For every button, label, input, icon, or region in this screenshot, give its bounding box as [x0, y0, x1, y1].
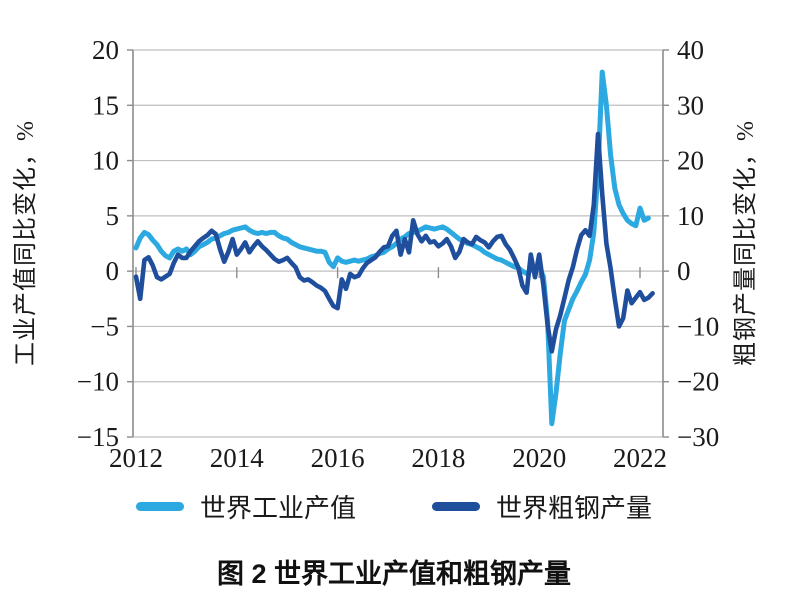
figure-caption: 图 2 世界工业产值和粗钢产量 — [216, 559, 572, 589]
left-tick-label: −5 — [90, 311, 119, 341]
right-axis-title: 粗钢产量同比变化，% — [732, 120, 759, 366]
left-tick-label: −15 — [77, 422, 119, 452]
left-tick-label: 5 — [106, 201, 120, 231]
left-axis-title: 工业产值同比变化，% — [12, 120, 39, 366]
series-lines — [133, 69, 655, 427]
right-tick-label: −30 — [677, 422, 719, 452]
legend-item-steel: 世界粗钢产量 — [432, 488, 652, 525]
x-tick-label: 2018 — [411, 443, 465, 473]
right-tick-label: −20 — [677, 367, 719, 397]
left-tick-label: 10 — [92, 146, 119, 176]
x-tick-label: 2020 — [512, 443, 566, 473]
legend: 世界工业产值 世界粗钢产量 — [0, 488, 788, 525]
right-tick-label: 40 — [677, 35, 704, 65]
x-tick-label: 2022 — [613, 443, 667, 473]
left-tick-label: 15 — [92, 90, 119, 120]
right-tick-label: 10 — [677, 201, 704, 231]
x-tick-label: 2012 — [109, 443, 163, 473]
x-tick-label: 2016 — [311, 443, 365, 473]
legend-label-steel: 世界粗钢产量 — [496, 494, 653, 523]
gridlines — [133, 49, 663, 438]
left-tick-label: 20 — [92, 35, 119, 65]
x-tick-label: 2014 — [210, 443, 265, 473]
right-tick-label: −10 — [677, 311, 719, 341]
chart: 20 15 10 5 0 −5 −10 −15 40 30 20 10 0 −10 −20 −30 2012 20… — [12, 35, 759, 473]
legend-item-industrial: 世界工业产值 — [135, 488, 356, 525]
tick-labels: 20 15 10 5 0 −5 −10 −15 40 30 20 10 0 −10 −20 −30 2012 20… — [77, 35, 719, 473]
right-tick-label: 20 — [677, 146, 704, 176]
legend-label-industrial: 世界工业产值 — [199, 494, 356, 523]
right-tick-label: 30 — [677, 90, 704, 120]
series-steel-line — [133, 131, 655, 354]
right-tick-label: 0 — [677, 256, 691, 286]
series-industrial-line — [133, 69, 651, 427]
legend-swatch-steel-icon — [432, 502, 480, 511]
axes — [127, 49, 669, 438]
left-tick-label: −10 — [77, 367, 119, 397]
left-tick-label: 0 — [106, 256, 120, 286]
legend-swatch-industrial-icon — [135, 502, 184, 511]
